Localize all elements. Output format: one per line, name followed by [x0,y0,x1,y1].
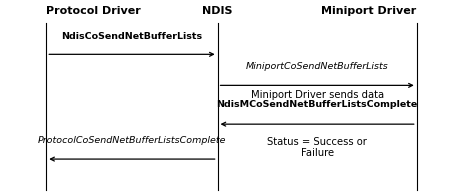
Text: NdisMCoSendNetBufferListsComplete: NdisMCoSendNetBufferListsComplete [217,100,418,109]
Text: ProtocolCoSendNetBufferListsComplete: ProtocolCoSendNetBufferListsComplete [38,136,226,145]
Text: NDIS: NDIS [202,6,233,16]
Text: NdisCoSendNetBufferLists: NdisCoSendNetBufferLists [62,32,202,41]
Text: MiniportCoSendNetBufferLists: MiniportCoSendNetBufferLists [246,62,388,71]
Text: Miniport Driver sends data: Miniport Driver sends data [250,90,384,100]
Text: Protocol Driver: Protocol Driver [46,6,141,16]
Text: Miniport Driver: Miniport Driver [321,6,417,16]
Text: Status = Success or
Failure: Status = Success or Failure [267,137,367,158]
